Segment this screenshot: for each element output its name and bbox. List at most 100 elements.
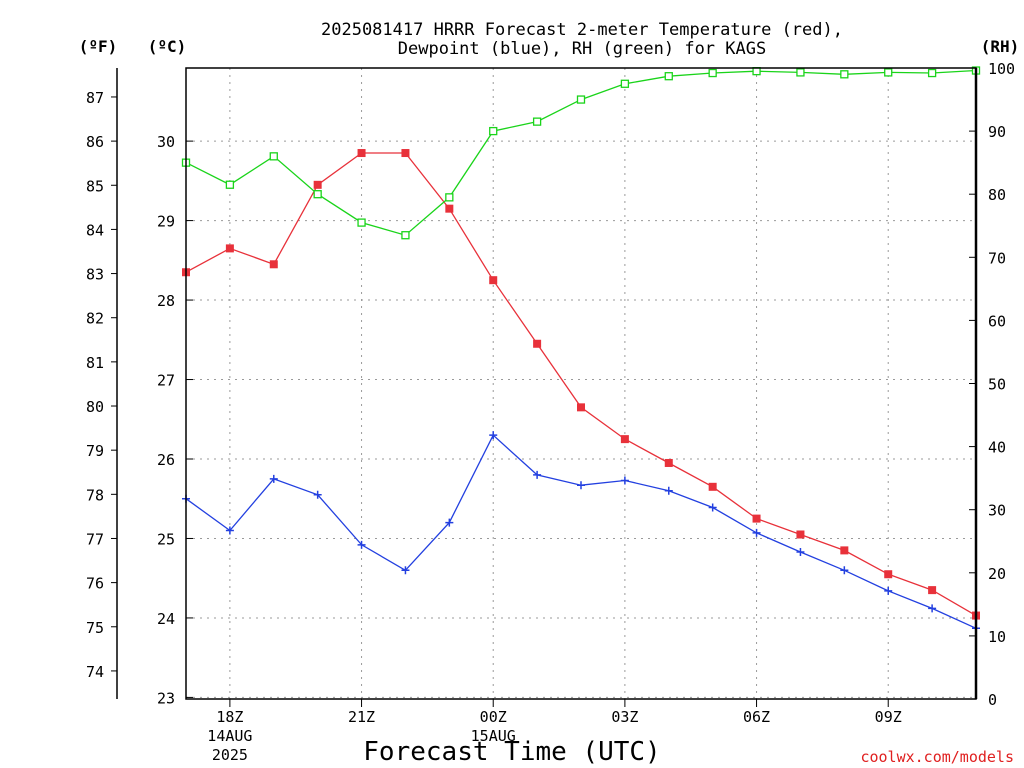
temperature-point: [928, 586, 937, 595]
dewpoint-point: [489, 431, 498, 440]
temperature-point: [269, 260, 278, 269]
temperature-point: [313, 180, 322, 189]
dewpoint-point: [577, 481, 585, 490]
dewpoint-point: [620, 476, 629, 485]
temperature-point: [620, 435, 629, 444]
chart-title-line2: Dewpoint (blue), RH (green) for KAGS: [398, 39, 766, 59]
dewpoint-point: [928, 604, 937, 613]
rh-point: [269, 152, 278, 161]
fahrenheit-tick-label: 87: [86, 89, 104, 107]
celsius-tick-label: 25: [157, 530, 175, 548]
x-tick-label: 06Z: [743, 708, 770, 726]
chart-title-line1: 2025081417 HRRR Forecast 2-meter Tempera…: [321, 20, 843, 40]
rh-tick-label: 10: [988, 628, 1006, 646]
celsius-tick-label: 24: [157, 610, 175, 628]
fahrenheit-tick-label: 76: [86, 575, 104, 593]
celsius-axis-unit: (ºC): [148, 37, 187, 56]
fahrenheit-tick-label: 85: [86, 177, 104, 195]
fahrenheit-tick-label: 80: [86, 398, 104, 416]
rh-tick-label: 40: [988, 439, 1006, 457]
dewpoint-point: [401, 566, 410, 575]
fahrenheit-tick-label: 82: [86, 310, 104, 328]
x-tick-label: 21Z: [348, 708, 375, 726]
temperature-point: [752, 514, 761, 523]
celsius-tick-label: 27: [157, 372, 175, 390]
dewpoint-point: [708, 503, 717, 512]
temperature-point: [708, 482, 717, 491]
rh-axis-unit: (RH): [981, 37, 1020, 56]
x-tick-label: 03Z: [611, 708, 638, 726]
rh-point: [884, 68, 893, 77]
fahrenheit-tick-label: 86: [86, 133, 104, 151]
rh-tick-label: 90: [988, 123, 1006, 141]
rh-point: [225, 180, 235, 189]
rh-point: [840, 70, 849, 79]
rh-tick-label: 0: [988, 691, 997, 709]
rh-tick-label: 50: [988, 376, 1006, 394]
fahrenheit-tick-label: 78: [86, 486, 104, 504]
rh-tick-label: 80: [988, 186, 1006, 204]
rh-point: [708, 68, 717, 78]
dewpoint-point: [533, 470, 542, 479]
rh-point: [576, 95, 586, 104]
temperature-point: [489, 276, 498, 285]
dewpoint-point: [445, 518, 454, 527]
x-tick-label: 00Z: [480, 708, 507, 726]
celsius-tick-label: 23: [157, 689, 175, 707]
fahrenheit-tick-label: 81: [86, 354, 104, 372]
dewpoint-point: [884, 586, 893, 595]
temperature-point: [577, 403, 585, 412]
series-line: [185, 152, 977, 617]
fahrenheit-tick-label: 84: [86, 221, 104, 239]
fahrenheit-tick-label: 75: [86, 619, 104, 637]
temperature-point: [357, 149, 366, 158]
rh-point: [401, 231, 410, 240]
temperature-point: [445, 204, 454, 213]
rh-tick-label: 100: [988, 60, 1015, 78]
rh-tick-label: 70: [988, 249, 1006, 267]
temperature-point: [796, 530, 805, 539]
plot-grid: [186, 68, 976, 699]
celsius-tick-label: 30: [157, 133, 175, 151]
rh-point: [313, 190, 322, 199]
celsius-tick-label: 26: [157, 451, 175, 469]
fahrenheit-axis-unit: (ºF): [79, 37, 118, 56]
fahrenheit-tick-label: 79: [86, 442, 104, 460]
x-tick-date: 14AUG: [207, 727, 252, 745]
series-line: [185, 434, 977, 629]
dewpoint-point: [796, 547, 805, 556]
temperature-point: [533, 339, 542, 348]
x-tick-year: 2025: [212, 746, 248, 764]
rh-point: [664, 72, 673, 81]
x-tick-label: 18Z: [216, 708, 243, 726]
rh-tick-label: 30: [988, 502, 1006, 520]
plot-series: [181, 66, 981, 633]
celsius-tick-label: 29: [157, 213, 175, 231]
series-line: [185, 69, 977, 236]
rh-tick-label: 60: [988, 312, 1006, 330]
plot-frame: [185, 67, 977, 700]
dewpoint-point: [269, 474, 278, 483]
x-axis-label: Forecast Time (UTC): [363, 737, 660, 767]
dewpoint-point: [752, 528, 761, 537]
fahrenheit-tick-label: 74: [86, 663, 104, 681]
dewpoint-point: [664, 486, 673, 495]
rh-tick-label: 20: [988, 565, 1006, 583]
rh-point: [532, 117, 542, 126]
x-tick-label: 09Z: [875, 708, 902, 726]
celsius-tick-label: 28: [157, 292, 175, 310]
dewpoint-point: [313, 490, 322, 499]
dewpoint-point: [840, 566, 849, 575]
rh-point: [796, 68, 805, 77]
rh-point: [927, 68, 937, 78]
dewpoint-point: [357, 540, 366, 549]
rh-point: [357, 218, 366, 227]
dewpoint-point: [225, 526, 234, 535]
temperature-point: [401, 149, 410, 158]
rh-point: [489, 126, 498, 136]
rh-point: [445, 193, 454, 202]
fahrenheit-tick-label: 77: [86, 530, 104, 548]
x-tick-date: 15AUG: [471, 727, 516, 745]
